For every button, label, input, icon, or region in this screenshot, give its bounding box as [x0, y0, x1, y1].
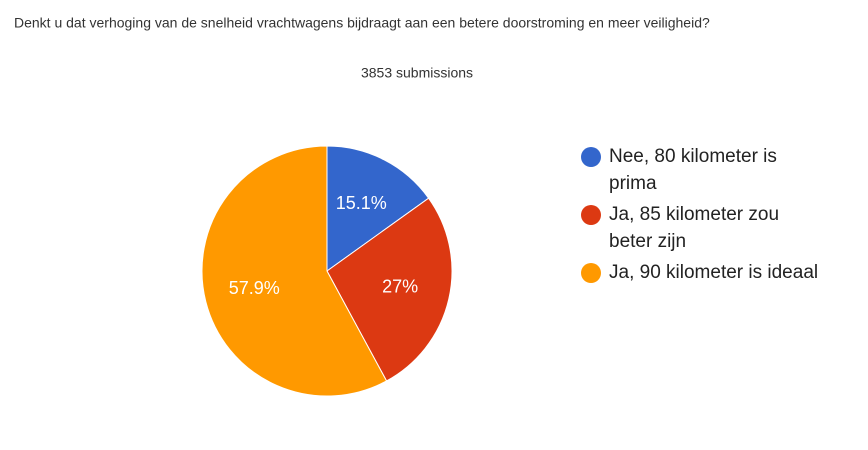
legend-label: Nee, 80 kilometer is prima	[609, 146, 777, 194]
pie-slice	[326, 145, 430, 272]
legend-label: Ja, 90 kilometer is ideaal	[609, 262, 819, 283]
legend-swatch	[581, 147, 601, 167]
legend-label: Ja, 85 kilometer zou beter zijn	[609, 204, 780, 252]
legend-swatch	[581, 263, 601, 283]
legend-item: Nee, 80 kilometer is prima	[580, 143, 820, 197]
slice-label: 57.9%	[229, 278, 280, 298]
pie-slice	[201, 145, 388, 397]
slice-label: 27%	[382, 277, 418, 297]
legend: Nee, 80 kilometer is prima Ja, 85 kilomet…	[580, 143, 820, 290]
pie-slice	[326, 197, 453, 382]
slice-label: 15.1%	[336, 193, 387, 213]
legend-item: Ja, 90 kilometer is ideaal	[580, 259, 820, 286]
legend-swatch	[581, 205, 601, 225]
chart-subtitle: 3853 submissions	[361, 65, 473, 81]
chart-title: Denkt u dat verhoging van de snelheid vr…	[14, 15, 710, 31]
legend-item: Ja, 85 kilometer zou beter zijn	[580, 201, 820, 255]
